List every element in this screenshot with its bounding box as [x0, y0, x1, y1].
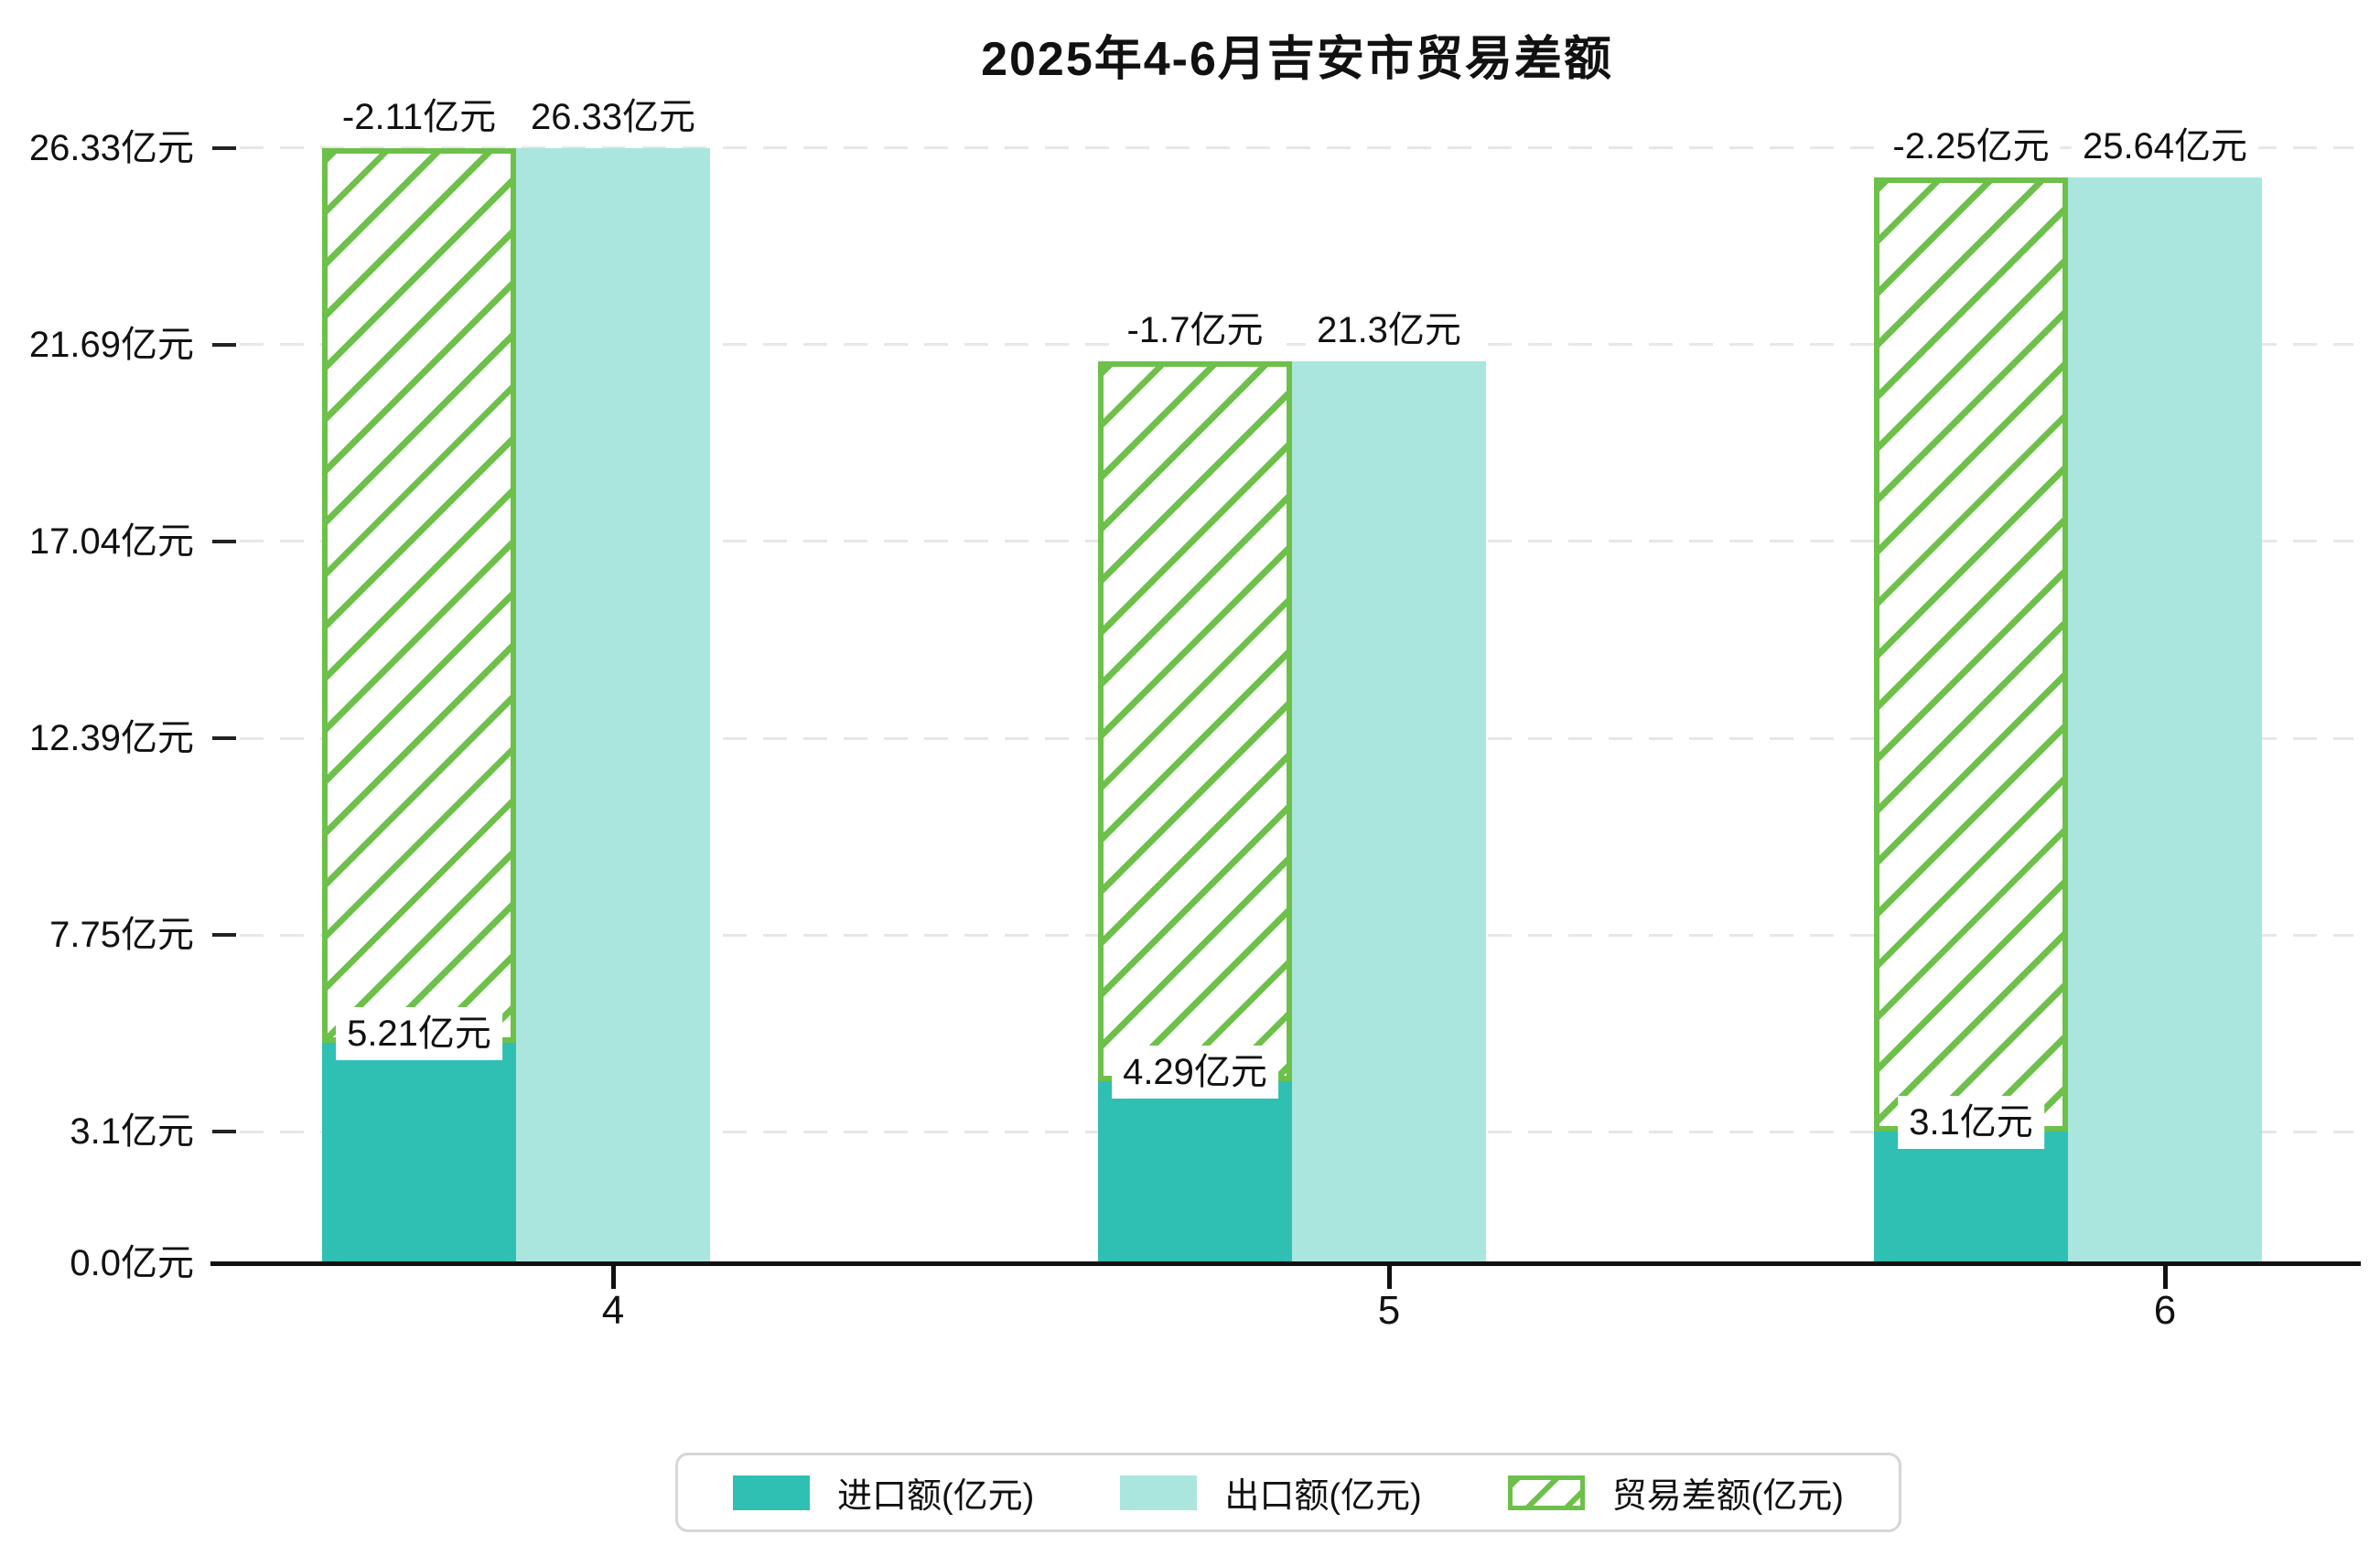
balance-value-label: -2.11亿元: [330, 90, 508, 144]
x-tick-mark: [610, 1265, 616, 1289]
balance-bar: [1874, 177, 2068, 1132]
import-bar: [322, 1042, 516, 1263]
y-tick-mark: [212, 145, 236, 150]
import-bar: [1874, 1132, 2068, 1263]
balance-value-label: -1.7亿元: [1115, 303, 1275, 357]
y-tick-mark: [212, 736, 236, 741]
x-tick-label: 5: [1377, 1288, 1401, 1333]
export-bar: [2068, 177, 2262, 1263]
y-tick-mark: [212, 342, 236, 347]
y-tick-mark: [212, 933, 236, 938]
legend-label-balance: 贸易差额(亿元): [1611, 1477, 1844, 1516]
gridline: [240, 146, 2353, 150]
import-swatch-icon: [733, 1475, 811, 1510]
y-tick-mark: [212, 539, 236, 543]
legend-item-balance: 贸易差额(亿元): [1507, 1467, 1844, 1518]
y-tick-mark: [212, 1130, 236, 1134]
x-tick-mark: [2162, 1265, 2168, 1289]
chart-title: 2025年4-6月吉安市贸易差额: [981, 33, 1613, 86]
export-bar: [1292, 360, 1486, 1263]
export-bar: [516, 147, 710, 1263]
export-value-label: 26.33亿元: [519, 90, 707, 144]
y-tick-label: 17.04亿元: [28, 520, 194, 562]
legend-item-import: 进口额(亿元): [733, 1467, 1034, 1518]
legend: 进口额(亿元) 出口额(亿元) 贸易差额(亿元): [675, 1453, 1901, 1532]
legend-label-import: 进口额(亿元): [837, 1477, 1035, 1516]
export-value-label: 25.64亿元: [2071, 119, 2259, 173]
x-tick-mark: [1386, 1265, 1392, 1289]
y-tick-label: 21.69亿元: [28, 324, 194, 365]
y-tick-label: 12.39亿元: [28, 718, 194, 759]
balance-hatch-swatch-icon: [1507, 1475, 1585, 1510]
balance-bar: [322, 147, 516, 1043]
legend-item-export: 出口额(亿元): [1120, 1467, 1422, 1518]
import-value-label: 4.29亿元: [1112, 1046, 1278, 1100]
import-value-label: 3.1亿元: [1898, 1096, 2044, 1150]
x-tick-label: 6: [2153, 1288, 2177, 1333]
y-tick-label: 3.1亿元: [70, 1111, 194, 1153]
export-value-label: 21.3亿元: [1306, 303, 1472, 357]
y-tick-label: 26.33亿元: [28, 127, 194, 168]
import-bar: [1098, 1081, 1292, 1263]
export-swatch-icon: [1120, 1475, 1198, 1510]
y-tick-label: 7.75亿元: [49, 915, 194, 956]
legend-label-export: 出口额(亿元): [1224, 1477, 1422, 1516]
balance-value-label: -2.25亿元: [1881, 119, 2061, 173]
x-tick-label: 4: [601, 1288, 625, 1333]
gridline: [240, 343, 2353, 347]
y-tick-label: 0.0亿元: [70, 1243, 194, 1283]
balance-bar: [1098, 360, 1292, 1082]
x-axis-line: [210, 1261, 2361, 1266]
import-value-label: 5.21亿元: [336, 1006, 502, 1060]
